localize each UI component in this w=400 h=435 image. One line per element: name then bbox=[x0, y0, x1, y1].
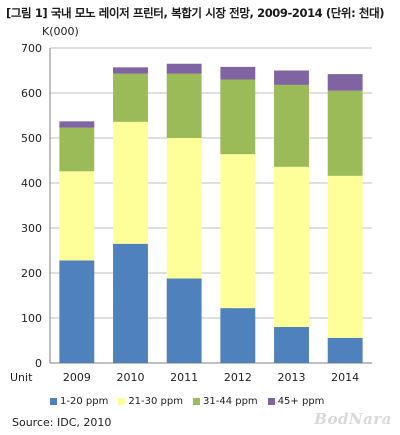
x-axis-label: Unit bbox=[10, 371, 33, 384]
source-note: Source: IDC, 2010 bbox=[12, 416, 112, 429]
y-tick-label: 300 bbox=[21, 222, 42, 235]
legend-swatch bbox=[193, 398, 200, 405]
bar-segment-2014-series-3 bbox=[327, 74, 363, 91]
bar-segment-2014-series-1 bbox=[327, 175, 363, 338]
bar-segment-2009-series-2 bbox=[59, 127, 95, 172]
chart-title: [그림 1] 국내 모노 레이저 프린터, 복합기 시장 전망, 2009-20… bbox=[6, 6, 385, 20]
legend-label: 45+ ppm bbox=[277, 396, 325, 407]
bar-segment-2009-series-3 bbox=[59, 121, 95, 128]
legend-label: 31-44 ppm bbox=[203, 396, 258, 407]
bar-segment-2012-series-0 bbox=[220, 308, 256, 363]
bar-segment-2014-series-2 bbox=[327, 90, 363, 176]
bodnara-logo: BodNara bbox=[314, 410, 392, 428]
bar-segment-2011-series-0 bbox=[166, 278, 202, 363]
legend-item-21-30ppm: 21-30 ppm bbox=[118, 396, 183, 407]
bar-segment-2013-series-1 bbox=[274, 166, 309, 327]
bar-segment-2013-series-2 bbox=[274, 84, 309, 167]
bar-segment-2013-series-3 bbox=[274, 70, 309, 85]
legend-item-1-20ppm: 1-20 ppm bbox=[50, 396, 108, 407]
x-tick-label: 2014 bbox=[331, 371, 359, 384]
y-tick-label: 500 bbox=[21, 132, 42, 145]
bar-segment-2012-series-2 bbox=[220, 79, 256, 155]
bar-segment-2010-series-2 bbox=[113, 73, 148, 122]
y-tick-label: 0 bbox=[35, 357, 42, 370]
legend-item-45ppm: 45+ ppm bbox=[267, 396, 325, 407]
legend-label: 1-20 ppm bbox=[60, 396, 109, 407]
x-tick-label: 2010 bbox=[117, 371, 145, 384]
bar-segment-2011-series-3 bbox=[166, 63, 202, 74]
legend-swatch bbox=[267, 398, 275, 405]
legend-item-31-44ppm: 31-44 ppm bbox=[193, 396, 258, 407]
legend-swatch bbox=[118, 398, 126, 405]
bar-segment-2011-series-1 bbox=[166, 138, 202, 279]
x-tick-label: 2013 bbox=[278, 371, 306, 384]
bar-segment-2009-series-0 bbox=[59, 260, 95, 363]
y-tick-label: 700 bbox=[21, 42, 42, 55]
y-tick-label: 100 bbox=[21, 312, 42, 325]
bar-segment-2014-series-0 bbox=[327, 337, 363, 363]
bar-segment-2012-series-1 bbox=[220, 154, 256, 309]
x-tick-label: 2011 bbox=[170, 371, 198, 384]
bar-segment-2010-series-3 bbox=[113, 67, 148, 74]
bar-segment-2011-series-2 bbox=[166, 73, 202, 138]
bar-segment-2010-series-1 bbox=[113, 121, 148, 244]
bar-segment-2010-series-0 bbox=[113, 243, 148, 363]
bar-segment-2012-series-3 bbox=[220, 66, 256, 80]
legend: 1-20 ppm 21-30 ppm 31-44 ppm 45+ ppm bbox=[50, 396, 324, 407]
legend-swatch bbox=[50, 398, 57, 405]
y-tick-label: 600 bbox=[21, 87, 42, 100]
y-axis-unit-label: K(000) bbox=[42, 25, 79, 38]
bar-segment-2013-series-0 bbox=[274, 327, 309, 363]
y-tick-label: 200 bbox=[21, 267, 42, 280]
y-tick-label: 400 bbox=[21, 177, 42, 190]
x-tick-label: 2009 bbox=[63, 371, 91, 384]
legend-label: 21-30 ppm bbox=[128, 396, 183, 407]
stacked-bar-chart: 0 100 200 300 400 500 600 700 2009 2010 2011 2012 20… bbox=[21, 42, 372, 384]
x-tick-label: 2012 bbox=[224, 371, 252, 384]
bar-segment-2009-series-1 bbox=[59, 171, 95, 261]
